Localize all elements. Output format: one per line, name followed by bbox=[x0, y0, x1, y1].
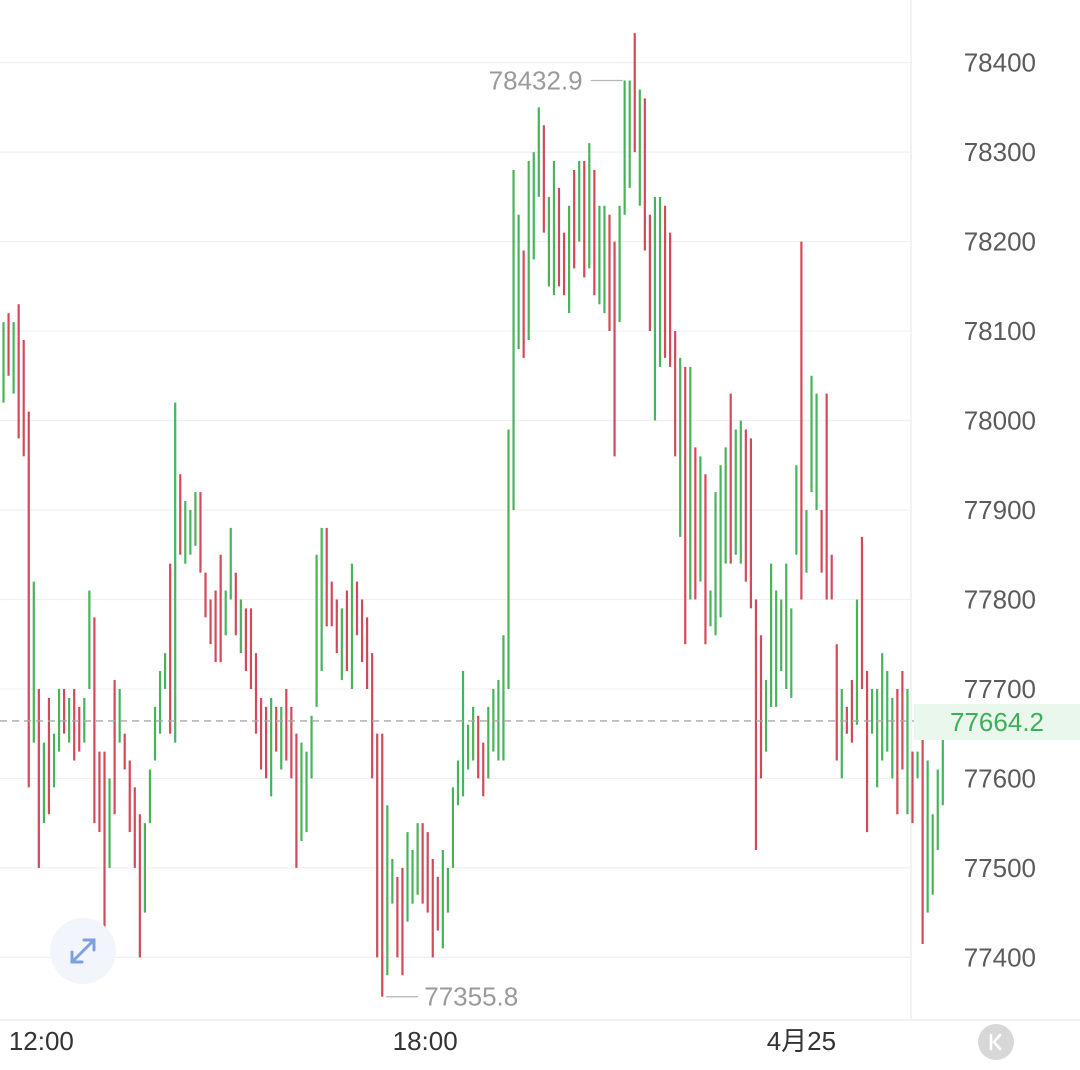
candles bbox=[2, 33, 944, 997]
y-tick-label: 78400 bbox=[964, 48, 1036, 78]
skip-back-icon bbox=[989, 1033, 1002, 1051]
y-tick-label: 77600 bbox=[964, 763, 1036, 793]
y-tick-label: 77500 bbox=[964, 853, 1036, 883]
x-tick-label: 12:00 bbox=[9, 1026, 74, 1056]
y-tick-label: 77900 bbox=[964, 495, 1036, 525]
current-price-line: 77664.2 bbox=[0, 703, 1080, 740]
min-price-label: 77355.8 bbox=[424, 982, 518, 1012]
current-price-badge bbox=[914, 703, 1080, 740]
expand-chart-button[interactable] bbox=[50, 918, 116, 984]
y-tick-label: 78200 bbox=[964, 227, 1036, 257]
scroll-to-latest-button[interactable] bbox=[978, 1024, 1014, 1060]
max-price-label: 78432.9 bbox=[489, 66, 583, 96]
x-axis: 12:00 18:00 4月25 bbox=[9, 1026, 836, 1056]
current-price-label: 77664.2 bbox=[950, 707, 1044, 737]
y-tick-label: 78100 bbox=[964, 316, 1036, 346]
y-axis: 78400 78300 78200 78100 78000 77900 77800 77700… bbox=[964, 48, 1036, 973]
gridlines bbox=[0, 62, 911, 958]
y-tick-label: 77400 bbox=[964, 942, 1036, 972]
y-tick-label: 77700 bbox=[964, 674, 1036, 704]
extreme-labels: 78432.9 77355.8 bbox=[386, 66, 623, 1012]
expand-icon bbox=[70, 938, 96, 964]
x-tick-label: 18:00 bbox=[393, 1026, 458, 1056]
y-tick-label: 77800 bbox=[964, 584, 1036, 614]
x-tick-label: 4月25 bbox=[767, 1026, 836, 1056]
y-tick-label: 78300 bbox=[964, 137, 1036, 167]
y-tick-label: 78000 bbox=[964, 406, 1036, 436]
